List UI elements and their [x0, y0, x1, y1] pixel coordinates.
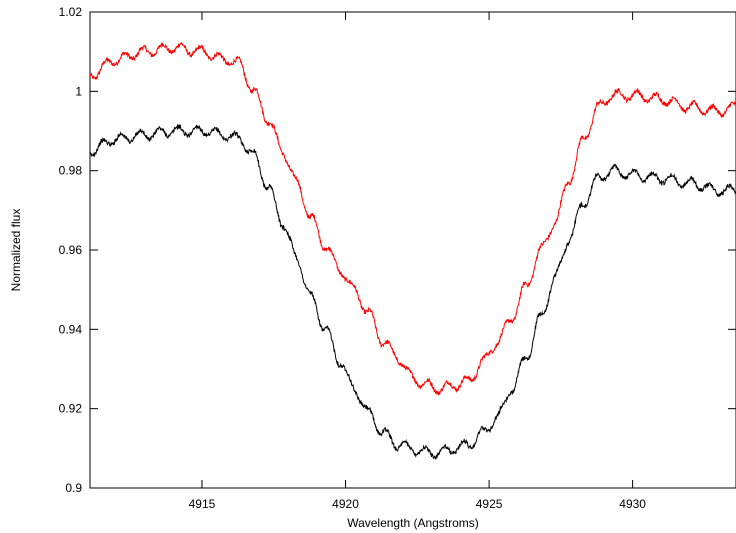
y-axis-title: Normalized flux [9, 209, 23, 292]
x-tick-label: 4925 [476, 497, 503, 511]
y-tick-label: 0.96 [59, 243, 83, 257]
y-tick-label: 0.9 [65, 481, 82, 495]
y-tick-label: 0.98 [59, 164, 83, 178]
series-line-1 [90, 41, 736, 396]
y-tick-label: 0.92 [59, 402, 83, 416]
x-tick-label: 4915 [189, 497, 216, 511]
x-tick-label: 4930 [619, 497, 646, 511]
x-tick-label: 4920 [332, 497, 359, 511]
y-tick-label: 1.02 [59, 5, 83, 19]
y-tick-label: 1 [75, 84, 82, 98]
series-line-2 [90, 123, 736, 460]
x-axis-title: Wavelength (Angstroms) [347, 516, 479, 530]
y-tick-label: 0.94 [59, 322, 83, 336]
plot-frame [89, 11, 736, 489]
